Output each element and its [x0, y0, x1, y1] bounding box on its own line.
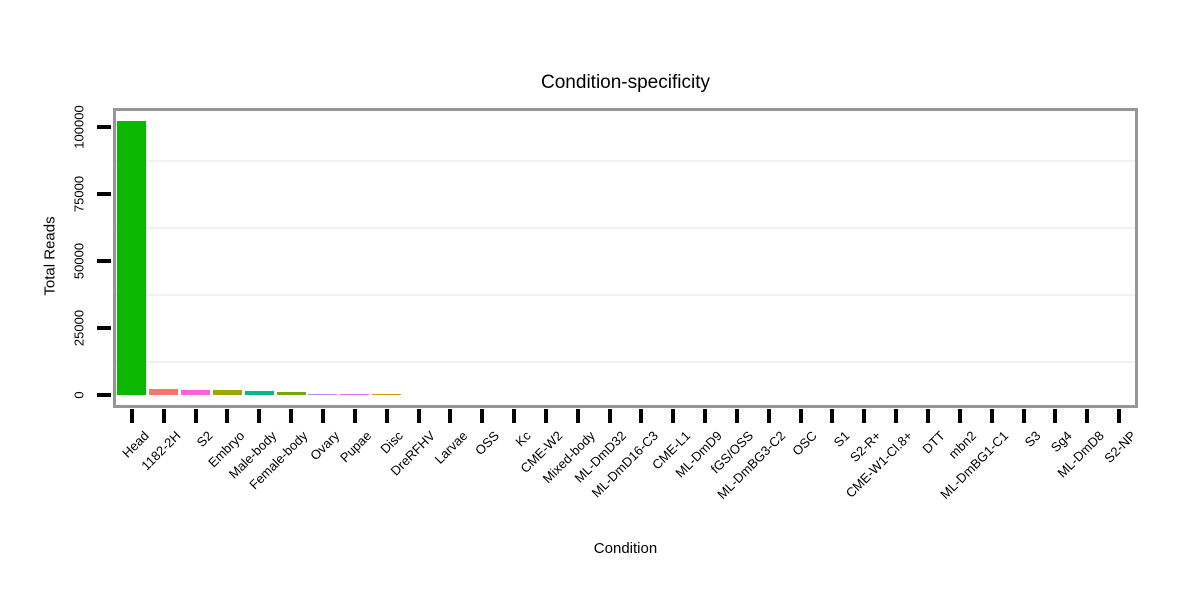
minor-gridline [116, 360, 1135, 363]
x-tick [193, 409, 198, 423]
x-tick [1053, 409, 1058, 423]
x-tick [480, 409, 485, 423]
bar-ovary [308, 393, 338, 395]
bar-male-body [244, 390, 274, 395]
bar-head [117, 120, 147, 395]
x-tick [766, 409, 771, 423]
x-tick [352, 409, 357, 423]
x-tick [798, 409, 803, 423]
x-tick [1021, 409, 1026, 423]
bar-1182-2h [149, 388, 179, 395]
y-tick [97, 192, 111, 196]
x-tick [448, 409, 453, 423]
x-tick [639, 409, 644, 423]
y-tick [97, 326, 111, 330]
x-tick [1085, 409, 1090, 423]
x-tick [575, 409, 580, 423]
x-tick [257, 409, 262, 423]
x-tick [703, 409, 708, 423]
bar-embryo [212, 390, 242, 395]
x-tick [161, 409, 166, 423]
x-tick [671, 409, 676, 423]
x-tick [957, 409, 962, 423]
x-tick [416, 409, 421, 423]
minor-gridline [116, 226, 1135, 229]
bar-disc [372, 393, 402, 395]
x-tick [129, 409, 134, 423]
bar-s2 [181, 390, 211, 395]
x-tick [384, 409, 389, 423]
bar-female-body [276, 392, 306, 395]
x-tick [607, 409, 612, 423]
y-tick [97, 393, 111, 397]
x-tick [1117, 409, 1122, 423]
minor-gridline [116, 159, 1135, 162]
plot-panel [113, 108, 1138, 408]
x-tick [320, 409, 325, 423]
x-tick [926, 409, 931, 423]
x-tick [289, 409, 294, 423]
y-tick [97, 259, 111, 263]
x-tick [543, 409, 548, 423]
x-tick [862, 409, 867, 423]
chart-title: Condition-specificity [541, 72, 710, 93]
x-tick [894, 409, 899, 423]
x-axis-title: Condition [593, 540, 658, 557]
minor-gridline [116, 293, 1135, 296]
x-tick [989, 409, 994, 423]
x-tick [225, 409, 230, 423]
x-tick [512, 409, 517, 423]
y-tick [97, 125, 111, 129]
x-tick [734, 409, 739, 423]
bar-pupae [340, 393, 370, 395]
x-tick [830, 409, 835, 423]
